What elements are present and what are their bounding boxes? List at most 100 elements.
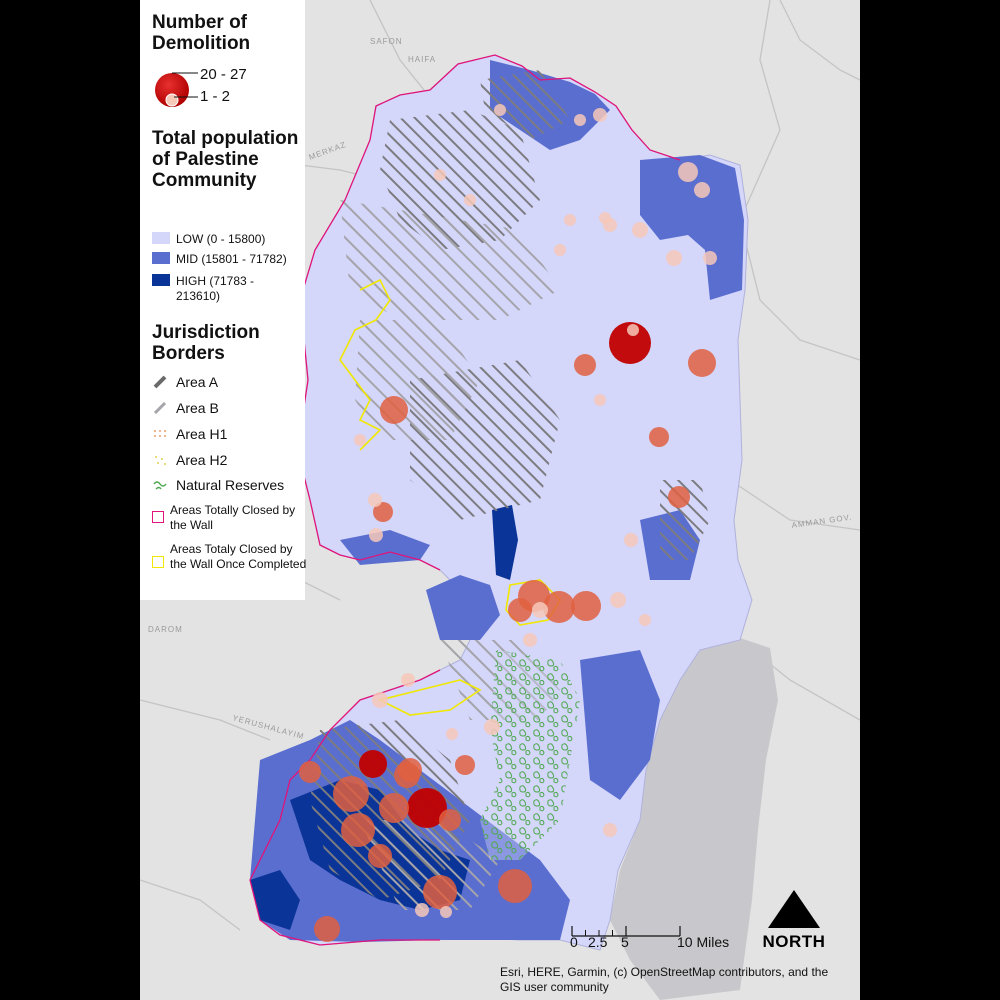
legend-pop-high: HIGH (71783 - 213610) [152,274,292,304]
high-region-jerusalem [492,505,518,580]
demolition-bubble [508,598,532,622]
demolition-bubble [373,502,393,522]
scale-label-10: 10 Miles [677,934,730,950]
attribution-credits: Esri, HERE, Garmin, (c) OpenStreetMap co… [500,965,829,994]
wall-closed-swatch [152,511,164,523]
demolition-bubble [532,602,548,618]
demolition-bubble [379,793,409,823]
legend-panel: Number of Demolition 20 - 27 1 - 2 Total… [140,0,307,600]
demolition-bubble [494,104,506,116]
legend-area-b: Area B [152,401,219,416]
mid-region-southeast [580,650,660,800]
demolition-bubble [341,813,375,847]
demolition-bubble [694,182,710,198]
demolition-bubble [666,250,682,266]
label-haifa: HAIFA [408,55,436,64]
area-b-south [360,820,500,910]
natural-reserves-icon [153,481,167,490]
high-region-southwest [250,870,300,930]
demolition-bubble [484,719,500,735]
demolition-bubble [299,761,321,783]
map-canvas[interactable]: SAFON HAIFA MERKAZ DAROM YERUSHALAYIM AM… [140,0,860,1000]
legend-natural-reserves: Natural Reserves [152,478,284,493]
demolition-bubble [593,108,607,122]
demolition-bubble [398,758,422,782]
demolition-bubble [359,750,387,778]
demolition-bubble [603,823,617,837]
label-safon: SAFON [370,37,403,46]
demolition-bubble [609,322,651,364]
demolition-bubble [554,244,566,256]
map-frame: SAFON HAIFA MERKAZ DAROM YERUSHALAYIM AM… [140,0,860,1000]
demolition-bubble [368,493,382,507]
demolition-bubble [380,396,408,424]
scale-label-2-5: 2.5 [588,934,608,950]
demolition-bubble [627,324,639,336]
area-h2-icon [155,456,166,465]
demolition-bubble [407,788,447,828]
demolition-bubble [624,533,638,547]
demolition-bubble [603,218,617,232]
demolition-bubble [434,169,446,181]
demolition-bubble [455,755,475,775]
mid-region-center [426,575,500,640]
area-b-icon [153,401,167,415]
demolition-bubble [564,214,576,226]
demolition-bubble [354,434,366,446]
demolition-high-label: 20 - 27 [200,66,247,83]
swatch-low [152,232,170,244]
area-a-icon [153,375,167,389]
demolition-bubble [523,633,537,647]
legend-population-title: Total population of Palestine Community [152,128,299,191]
demolition-low-label: 1 - 2 [200,88,231,105]
demolition-bubble [574,114,586,126]
demolition-bubble [574,354,596,376]
legend-area-h1: Area H1 [152,427,227,442]
demolition-bubble [372,692,388,708]
legend-area-a: Area A [152,375,218,390]
demolition-bubble [498,869,532,903]
demolition-bubble [610,592,626,608]
demolition-bubble [415,903,429,917]
legend-pop-mid: MID (15801 - 71782) [152,252,287,267]
demolition-bubble [639,614,651,626]
demolition-bubble [369,528,383,542]
demolition-bubble [440,906,452,918]
demolition-bubble [632,222,648,238]
demolition-bubble [678,162,698,182]
legend-wall-closed: Areas Totally Closed by the Wall [152,503,302,533]
label-darom: DAROM [148,625,183,634]
demolition-bubble [543,591,575,623]
demolition-bubble [401,673,415,687]
area-b-north [340,200,560,320]
scale-bar [571,926,681,937]
dead-sea [610,638,778,1000]
demolition-bubble [464,194,476,206]
demolition-bubble [423,875,457,909]
north-label: NORTH [762,932,826,951]
demolition-bubble [668,486,690,508]
legend-pop-low: LOW (0 - 15800) [152,232,265,247]
wall-closed-border [249,54,681,946]
wall-planned-swatch [152,556,164,568]
demolition-bubble [571,591,601,621]
demolition-bubble [314,916,340,942]
swatch-high [152,274,170,286]
legend-jurisdiction-title: Jurisdiction Borders [152,322,260,364]
legend-area-h2: Area H2 [152,453,227,468]
demolition-bubble [368,844,392,868]
demolition-bubbles [299,104,717,942]
demolition-bubble [446,728,458,740]
north-arrow-icon [768,890,820,928]
scale-label-5: 5 [621,934,629,950]
demolition-bubble [333,776,369,812]
swatch-mid [152,252,170,264]
demolition-bubble [688,349,716,377]
legend-wall-planned: Areas Totaly Closed by the Wall Once Com… [152,542,307,572]
demolition-bubble [703,251,717,265]
area-h1-icon [154,430,166,437]
label-merkaz: MERKAZ [308,140,348,162]
demolition-bubble [594,394,606,406]
scale-label-0: 0 [570,934,578,950]
mid-region-northeast [640,155,744,300]
